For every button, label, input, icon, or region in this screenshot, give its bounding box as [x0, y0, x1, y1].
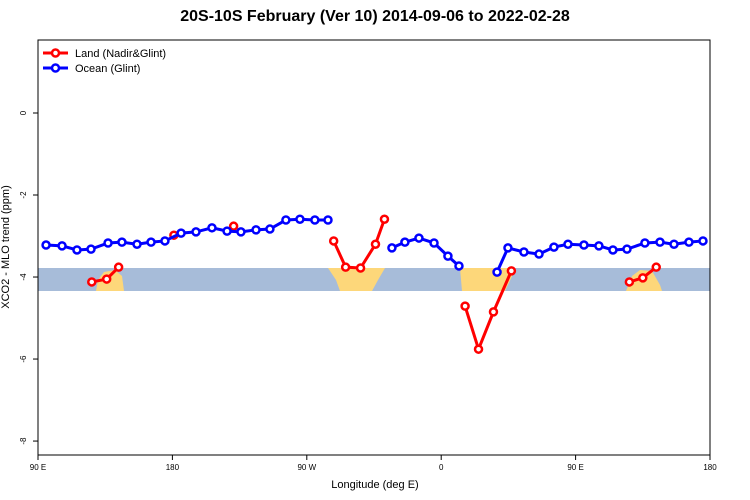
data-point [228, 221, 239, 231]
data-point [265, 224, 275, 234]
x-tick-label: 180 [166, 463, 180, 472]
data-point [323, 215, 333, 225]
data-point [41, 240, 51, 250]
data-point [236, 227, 246, 237]
data-point [492, 267, 502, 277]
data-point [103, 238, 113, 248]
data-point [684, 237, 694, 247]
data-point [72, 245, 82, 255]
data-point [207, 223, 217, 233]
data-point [579, 240, 589, 250]
data-point [640, 238, 650, 248]
y-axis-label: XCO2 - MLO trend (ppm) [0, 185, 12, 308]
x-axis-label: Longitude (deg E) [331, 479, 418, 491]
data-point [460, 301, 470, 311]
data-point [57, 241, 67, 251]
legend-marker [50, 48, 61, 58]
data-point [414, 233, 424, 243]
data-point [698, 236, 708, 246]
data-point [340, 262, 351, 272]
data-point [473, 344, 484, 354]
data-point [655, 237, 665, 247]
data-point [117, 237, 127, 247]
data-point [310, 215, 320, 225]
data-point [387, 243, 397, 253]
data-point [622, 244, 632, 254]
data-point [86, 244, 96, 254]
data-point [132, 239, 142, 249]
x-tick-label: 180 [703, 463, 717, 472]
y-tick-label: -4 [19, 273, 28, 281]
data-point [534, 249, 544, 259]
data-point [379, 214, 390, 224]
data-point [638, 273, 648, 283]
data-point [176, 228, 186, 238]
data-point [101, 274, 112, 284]
data-point [160, 236, 170, 246]
y-tick-label: -8 [19, 437, 28, 445]
x-tick-label: 90 E [30, 463, 46, 472]
data-point [191, 227, 201, 237]
legend-label: Ocean (Glint) [75, 63, 140, 75]
data-point [222, 226, 232, 236]
x-tick-label: 0 [439, 463, 444, 472]
data-point [669, 239, 679, 249]
data-point [608, 245, 618, 255]
data-point [488, 307, 499, 317]
data-point [328, 236, 339, 246]
y-tick-label: -2 [19, 191, 28, 199]
x-tick-label: 90 E [567, 463, 583, 472]
data-point [429, 238, 439, 248]
data-point [503, 243, 513, 253]
data-point [146, 237, 156, 247]
data-point [87, 277, 97, 287]
y-tick-label: 0 [19, 110, 28, 115]
y-tick-label: -6 [19, 355, 28, 363]
data-point [651, 262, 661, 272]
x-tick-label: 90 W [297, 463, 316, 472]
legend-marker [50, 63, 61, 73]
chart-title: 20S-10S February (Ver 10) 2014-09-06 to … [180, 8, 570, 25]
data-point [400, 237, 410, 247]
data-point [563, 239, 573, 249]
plot-frame [37, 39, 711, 456]
data-point [549, 242, 559, 252]
data-point [454, 261, 464, 271]
data-point [370, 239, 381, 249]
data-point [506, 266, 517, 276]
data-point [594, 241, 604, 251]
data-point [355, 263, 366, 273]
data-point [443, 251, 453, 261]
data-point [624, 277, 635, 287]
data-point [251, 225, 261, 235]
legend-label: Land (Nadir&Glint) [75, 48, 166, 60]
data-point [519, 247, 529, 257]
map-strip [38, 268, 710, 291]
data-point [113, 262, 124, 272]
data-point [281, 215, 291, 225]
data-point [295, 214, 305, 224]
